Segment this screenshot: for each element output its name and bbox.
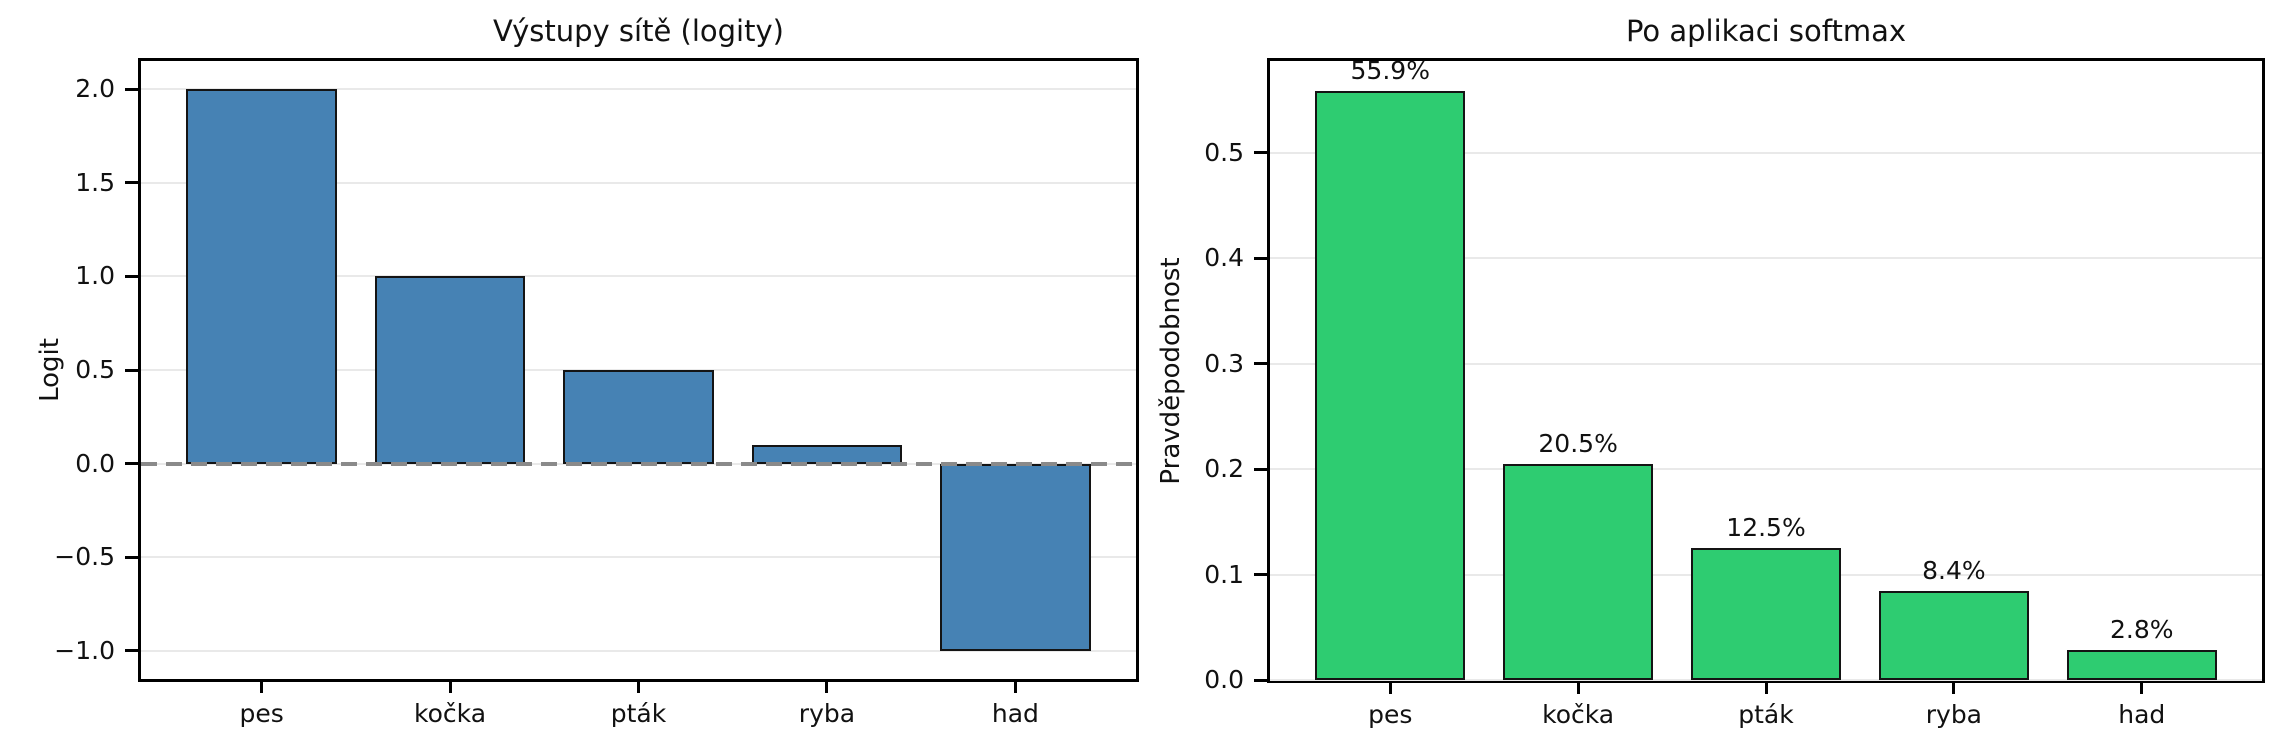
x-tick-label-pták: pták xyxy=(610,699,667,728)
bar-pes xyxy=(1315,90,1466,680)
gridline xyxy=(1270,362,2262,365)
y-tick-label: 0.5 xyxy=(1204,137,1244,167)
y-tick-mark xyxy=(125,181,138,185)
bar-pes xyxy=(186,89,337,464)
y-tick-label: 2.0 xyxy=(75,74,115,104)
y-tick-label: 0.5 xyxy=(75,355,115,384)
bar-kočka xyxy=(1502,463,1654,680)
y-tick-mark xyxy=(125,555,138,559)
right-chart-plot-area: 0.0 0.1 0.2 0.3 0.4 0.5 55.9% 20.5% 12.5% 8.4% 2.8… xyxy=(1204,55,2265,729)
y-tick-mark xyxy=(1254,362,1267,366)
x-tick-mark xyxy=(1388,683,1392,694)
x-tick-label-kočka: kočka xyxy=(1542,700,1615,729)
x-tick-label-kočka: kočka xyxy=(414,699,487,728)
y-tick-label: 1.0 xyxy=(75,261,115,291)
x-tick-label-pes: pes xyxy=(1368,700,1413,729)
bar-value-label: 2.8% xyxy=(2109,615,2174,645)
bar-value-label: 55.9% xyxy=(1350,55,1430,85)
x-tick-label-had: had xyxy=(991,699,1039,728)
gridline xyxy=(141,181,1136,184)
x-tick-mark xyxy=(825,682,829,693)
bar-kočka xyxy=(374,276,526,464)
x-tick-mark xyxy=(2140,683,2144,694)
y-tick-mark xyxy=(1254,678,1267,682)
y-tick-mark xyxy=(125,649,138,653)
y-tick-mark xyxy=(125,368,138,372)
x-tick-mark xyxy=(1764,683,1768,694)
y-tick-mark xyxy=(125,462,138,466)
y-tick-label: 0.1 xyxy=(1204,559,1244,589)
y-tick-label: 0.4 xyxy=(1204,243,1244,273)
zero-dashed-line xyxy=(141,461,1136,466)
y-tick-label: 0.0 xyxy=(1204,665,1244,694)
gridline xyxy=(1270,679,2262,681)
y-tick-label: 0.3 xyxy=(1204,348,1244,378)
bar-ryba xyxy=(1878,591,2030,680)
x-tick-mark xyxy=(448,682,452,693)
x-tick-mark xyxy=(260,682,264,693)
x-tick-label-ryba: ryba xyxy=(798,699,856,728)
x-tick-label-pták: pták xyxy=(1738,700,1794,729)
y-tick-mark xyxy=(1254,256,1267,260)
y-tick-label: 0.0 xyxy=(75,448,115,478)
x-tick-label-pes: pes xyxy=(239,699,284,728)
y-tick-label: −0.5 xyxy=(54,542,115,572)
gridline xyxy=(141,556,1136,559)
left-chart-title: Výstupy sítě (logity) xyxy=(493,14,784,48)
y-tick-label: −1.0 xyxy=(54,635,115,665)
gridline xyxy=(1270,151,2262,154)
bar-value-label: 20.5% xyxy=(1538,428,1618,458)
bar-had xyxy=(940,463,1091,651)
gridline xyxy=(141,88,1136,91)
y-tick-label: 1.5 xyxy=(75,167,115,197)
y-tick-mark xyxy=(125,87,138,91)
bar-value-label: 8.4% xyxy=(1922,556,1986,586)
y-tick-mark xyxy=(1254,573,1267,577)
x-tick-label-had: had xyxy=(2118,700,2166,729)
bar-pták xyxy=(1690,548,1842,680)
bar-pták xyxy=(563,370,714,464)
bar-had xyxy=(2066,650,2217,680)
gridline xyxy=(141,275,1136,278)
x-tick-mark xyxy=(1013,682,1017,693)
left-chart-plot-area: −1.0 −0.5 0.0 0.5 1.0 1.5 2.0 pes kočka pták ryba h… xyxy=(54,58,1139,728)
right-chart-title: Po aplikaci softmax xyxy=(1625,14,1907,48)
y-tick-label: 0.2 xyxy=(1204,454,1244,484)
gridline xyxy=(141,649,1136,652)
x-tick-label-ryba: ryba xyxy=(1925,700,1983,729)
y-tick-mark xyxy=(125,274,138,278)
x-tick-mark xyxy=(1576,683,1580,694)
y-tick-mark xyxy=(1254,467,1267,471)
y-tick-mark xyxy=(1254,151,1267,155)
x-tick-mark xyxy=(637,682,640,693)
gridline xyxy=(1270,257,2262,260)
x-tick-mark xyxy=(1952,683,1956,694)
bar-value-label: 12.5% xyxy=(1726,513,1806,543)
gridline xyxy=(1270,468,2262,471)
